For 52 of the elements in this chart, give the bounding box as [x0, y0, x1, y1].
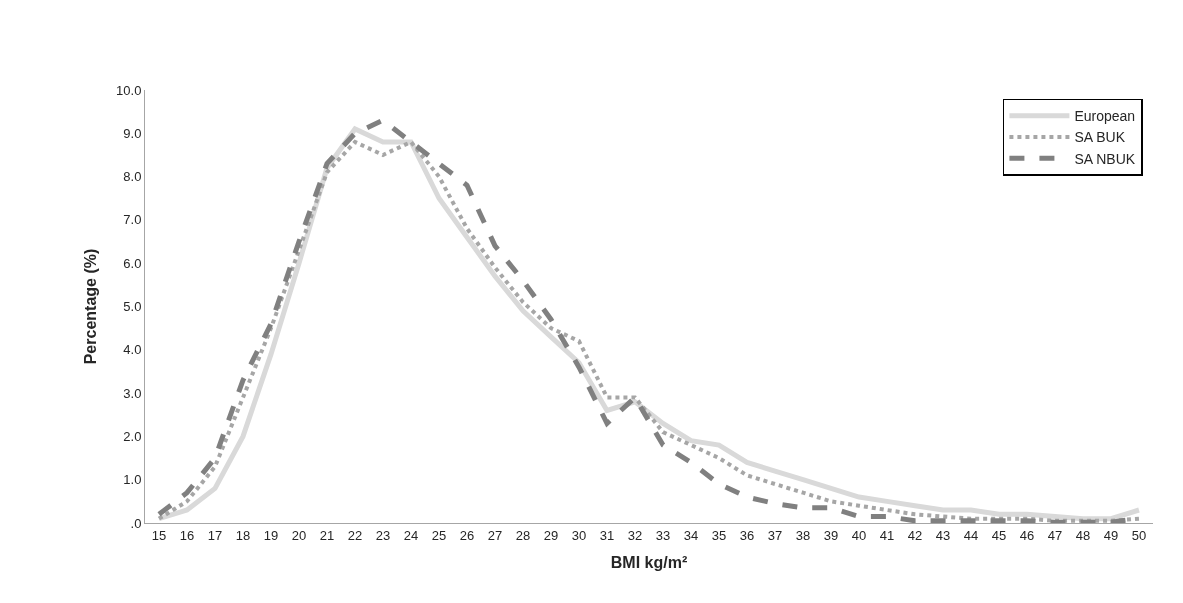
y-tick-label: 9.0: [123, 125, 142, 141]
x-tick-label: 38: [795, 527, 811, 543]
x-tick-label: 43: [935, 527, 951, 543]
x-tick-label: 28: [515, 527, 531, 543]
x-tick-label: 36: [739, 527, 755, 543]
x-tick-label: 16: [179, 527, 195, 543]
y-tick-label: 4.0: [123, 342, 142, 358]
x-tick-label: 15: [151, 527, 167, 543]
x-tick-label: 29: [543, 527, 559, 543]
x-tick-label: 33: [655, 527, 671, 543]
x-tick-label: 39: [823, 527, 839, 543]
y-tick-label: 5.0: [123, 299, 142, 315]
x-tick-label: 34: [683, 527, 699, 543]
x-tick-label: 22: [347, 527, 363, 543]
y-tick-label: .0: [130, 515, 142, 531]
x-tick-label: 20: [291, 527, 307, 543]
x-tick-label: 32: [627, 527, 643, 543]
x-tick-label: 17: [207, 527, 223, 543]
x-tick-label: 25: [431, 527, 447, 543]
x-tick-label: 45: [991, 527, 1007, 543]
y-axis-title: Percentage (%): [81, 248, 99, 365]
x-tick-label: 18: [235, 527, 251, 543]
y-tick-label: 3.0: [123, 385, 142, 401]
x-tick-label: 27: [487, 527, 503, 543]
x-tick-label: 50: [1131, 527, 1147, 543]
x-tick-label: 40: [851, 527, 867, 543]
x-tick-label: 41: [879, 527, 895, 543]
legend-label: SA NBUK: [1074, 150, 1136, 167]
y-tick-label: 7.0: [123, 212, 142, 228]
x-tick-label: 26: [459, 527, 475, 543]
x-tick-label: 44: [963, 527, 979, 543]
x-tick-label: 31: [599, 527, 615, 543]
x-axis-title: BMI kg/m²: [610, 554, 688, 572]
x-tick-label: 21: [319, 527, 335, 543]
x-tick-label: 46: [1019, 527, 1035, 543]
y-tick-label: 6.0: [123, 255, 142, 271]
x-tick-label: 49: [1103, 527, 1119, 543]
x-tick-label: 19: [263, 527, 279, 543]
x-tick-label: 24: [403, 527, 419, 543]
x-tick-label: 47: [1047, 527, 1063, 543]
x-tick-label: 37: [767, 527, 783, 543]
legend-label: SA BUK: [1074, 129, 1126, 146]
x-tick-label: 42: [907, 527, 923, 543]
y-tick-label: 8.0: [123, 169, 142, 185]
legend-label: European: [1074, 108, 1136, 125]
y-tick-label: 2.0: [123, 428, 142, 444]
x-tick-label: 30: [571, 527, 587, 543]
y-tick-label: 10.0: [116, 82, 142, 98]
x-tick-label: 48: [1075, 527, 1091, 543]
x-tick-label: 23: [375, 527, 391, 543]
x-tick-label: 35: [711, 527, 727, 543]
y-tick-label: 1.0: [123, 472, 142, 488]
